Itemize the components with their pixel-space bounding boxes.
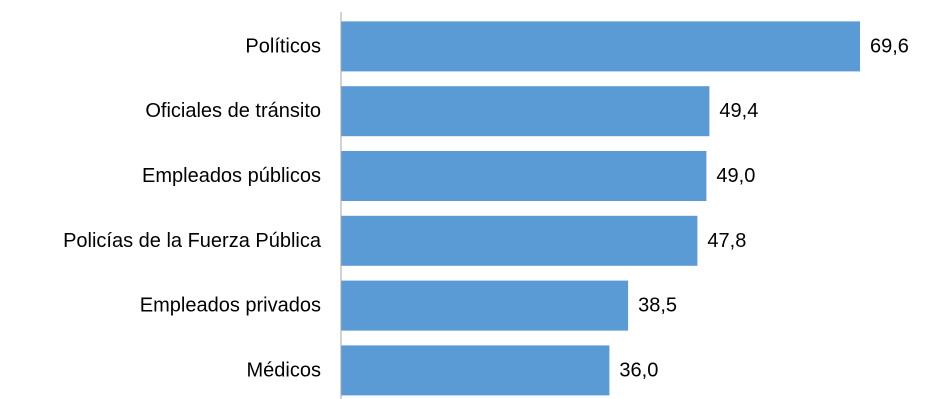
bar-3	[341, 215, 698, 266]
value-label-3: 47,8	[707, 230, 746, 252]
bar-5	[341, 345, 610, 396]
category-label-2: Empleados públicos	[142, 165, 321, 187]
category-labels-group: Políticos Oficiales de tránsito Empleados …	[63, 35, 322, 381]
bar-1	[341, 86, 710, 137]
value-label-1: 49,4	[719, 100, 758, 122]
bar-0	[341, 21, 860, 72]
category-label-5: Médicos	[247, 359, 321, 381]
category-label-0: Políticos	[245, 35, 321, 57]
bars-group	[341, 21, 860, 396]
value-labels-group: 69,6 49,4 49,0 47,8 38,5 36,0	[619, 35, 909, 381]
value-label-2: 49,0	[716, 165, 755, 187]
category-label-3: Policías de la Fuerza Pública	[63, 230, 322, 252]
value-label-4: 38,5	[638, 295, 677, 317]
value-label-5: 36,0	[619, 359, 658, 381]
value-label-0: 69,6	[870, 35, 909, 57]
bar-4	[341, 280, 629, 331]
category-label-1: Oficiales de tránsito	[145, 100, 321, 122]
bar-2	[341, 151, 707, 201]
category-label-4: Empleados privados	[140, 295, 321, 317]
